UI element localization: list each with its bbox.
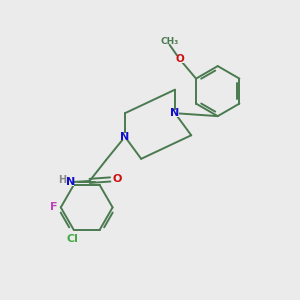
Text: Cl: Cl <box>66 234 78 244</box>
Text: N: N <box>67 177 76 188</box>
Text: O: O <box>176 55 184 64</box>
FancyBboxPatch shape <box>66 234 78 242</box>
Text: H: H <box>58 175 66 185</box>
Text: CH₃: CH₃ <box>160 37 179 46</box>
Text: N: N <box>170 108 180 118</box>
FancyBboxPatch shape <box>50 204 58 211</box>
Text: N: N <box>120 132 130 142</box>
FancyBboxPatch shape <box>171 110 179 117</box>
Text: F: F <box>50 202 57 212</box>
FancyBboxPatch shape <box>61 179 74 186</box>
FancyBboxPatch shape <box>121 133 129 140</box>
Text: O: O <box>112 174 122 184</box>
FancyBboxPatch shape <box>112 176 121 183</box>
FancyBboxPatch shape <box>176 56 184 63</box>
